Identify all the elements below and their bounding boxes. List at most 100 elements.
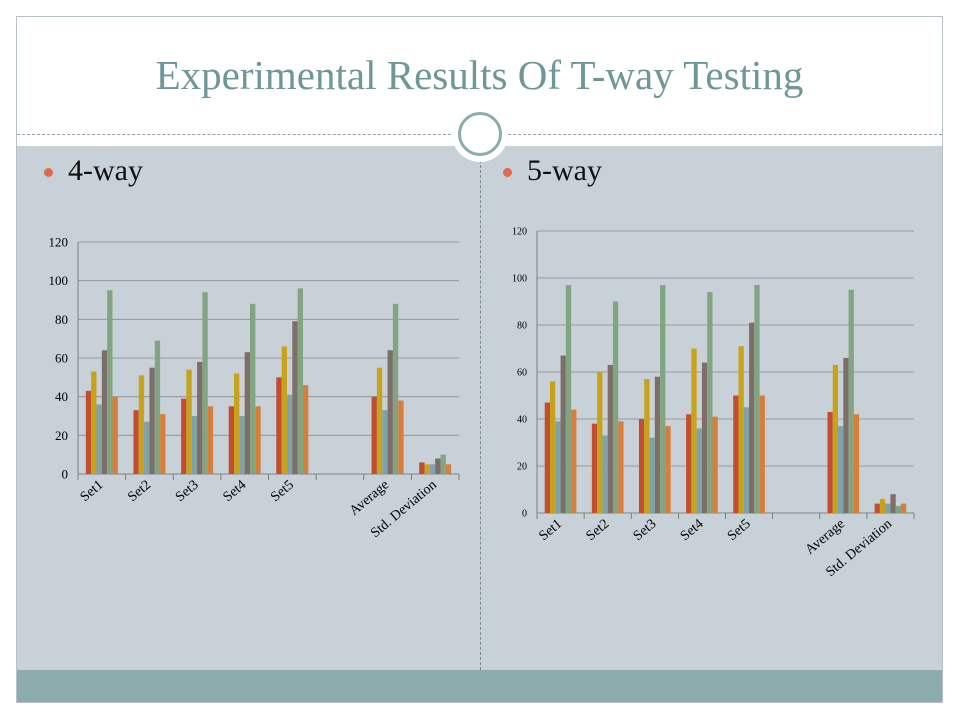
bar [144, 421, 150, 474]
footer-band [17, 670, 942, 703]
bar [686, 414, 692, 513]
y-tick-label: 40 [55, 389, 68, 404]
bar [660, 285, 666, 513]
bar [202, 292, 208, 474]
y-tick-label: 20 [55, 428, 68, 443]
bar [560, 355, 566, 513]
x-category-label: Set5 [725, 517, 754, 544]
bar [186, 369, 192, 474]
bar [382, 410, 388, 474]
x-category-label: Average [803, 517, 848, 558]
bar [160, 414, 166, 474]
bar [843, 357, 849, 513]
bar [691, 348, 697, 513]
bar [371, 396, 377, 474]
bar [696, 428, 702, 513]
bar [250, 303, 256, 474]
bar [255, 406, 261, 474]
y-tick-label: 20 [517, 462, 527, 473]
bar [618, 421, 624, 513]
bar [424, 464, 430, 474]
circle-emblem-icon [452, 106, 508, 162]
bar [900, 503, 907, 513]
bar [133, 410, 139, 474]
x-category-label: Set1 [536, 517, 565, 544]
bar [890, 494, 896, 513]
slide-title: Experimental Results Of T-way Testing [155, 52, 804, 98]
bar [429, 464, 436, 474]
bar [733, 395, 739, 513]
bullet-4-way: 4-way [68, 154, 143, 187]
bar [555, 421, 561, 513]
bar [207, 406, 214, 474]
bar [743, 407, 750, 513]
y-tick-label: 0 [522, 509, 527, 520]
bar [565, 285, 572, 513]
bar [239, 416, 245, 474]
bar [101, 350, 108, 474]
content-background [17, 146, 942, 670]
bar [244, 352, 251, 474]
y-tick-label: 120 [49, 235, 69, 250]
bar [649, 437, 655, 513]
bar [112, 396, 118, 474]
y-tick-label: 60 [55, 351, 68, 366]
bar [276, 377, 282, 474]
column-divider [480, 160, 481, 670]
bar [895, 505, 901, 513]
bar [544, 402, 551, 513]
bar [392, 303, 399, 474]
y-tick-label: 40 [517, 415, 527, 426]
bar [838, 426, 844, 513]
bar [827, 411, 833, 513]
bar [376, 367, 383, 474]
bar [138, 375, 145, 474]
bar [712, 416, 718, 513]
bar [85, 390, 92, 474]
bar [149, 367, 155, 474]
bar [644, 379, 650, 513]
circle-emblem-ring [458, 112, 502, 156]
bar [738, 346, 744, 513]
bar [885, 503, 891, 513]
y-tick-label: 0 [62, 467, 69, 482]
bar [440, 454, 446, 474]
bar [387, 350, 393, 474]
bar [749, 322, 755, 513]
bar [591, 423, 598, 513]
bar [832, 364, 839, 513]
bar [654, 376, 661, 513]
bar [754, 285, 760, 513]
bar [191, 416, 198, 474]
bar [707, 292, 713, 513]
bar [853, 414, 860, 513]
slide-frame [16, 16, 943, 703]
bar [571, 409, 577, 513]
bar [665, 426, 671, 513]
bar [281, 346, 287, 474]
y-tick-label: 100 [512, 274, 527, 285]
bar [874, 503, 880, 513]
bar [607, 364, 613, 513]
bar [197, 361, 203, 474]
bullet-5-way: 5-way [527, 154, 602, 187]
bar [181, 398, 187, 474]
bar [398, 400, 404, 474]
bar [759, 395, 765, 513]
y-tick-label: 100 [49, 273, 69, 288]
bar [602, 435, 608, 513]
x-category-label: Set4 [678, 517, 707, 544]
bar [91, 371, 97, 474]
bar [550, 381, 556, 513]
bar [286, 394, 293, 474]
bar [701, 362, 708, 513]
bar [234, 373, 240, 474]
y-tick-label: 60 [517, 368, 527, 379]
bar [638, 419, 645, 513]
bar [107, 290, 113, 474]
bar [302, 385, 309, 474]
x-category-label: Set3 [631, 517, 660, 544]
bar [612, 301, 619, 513]
